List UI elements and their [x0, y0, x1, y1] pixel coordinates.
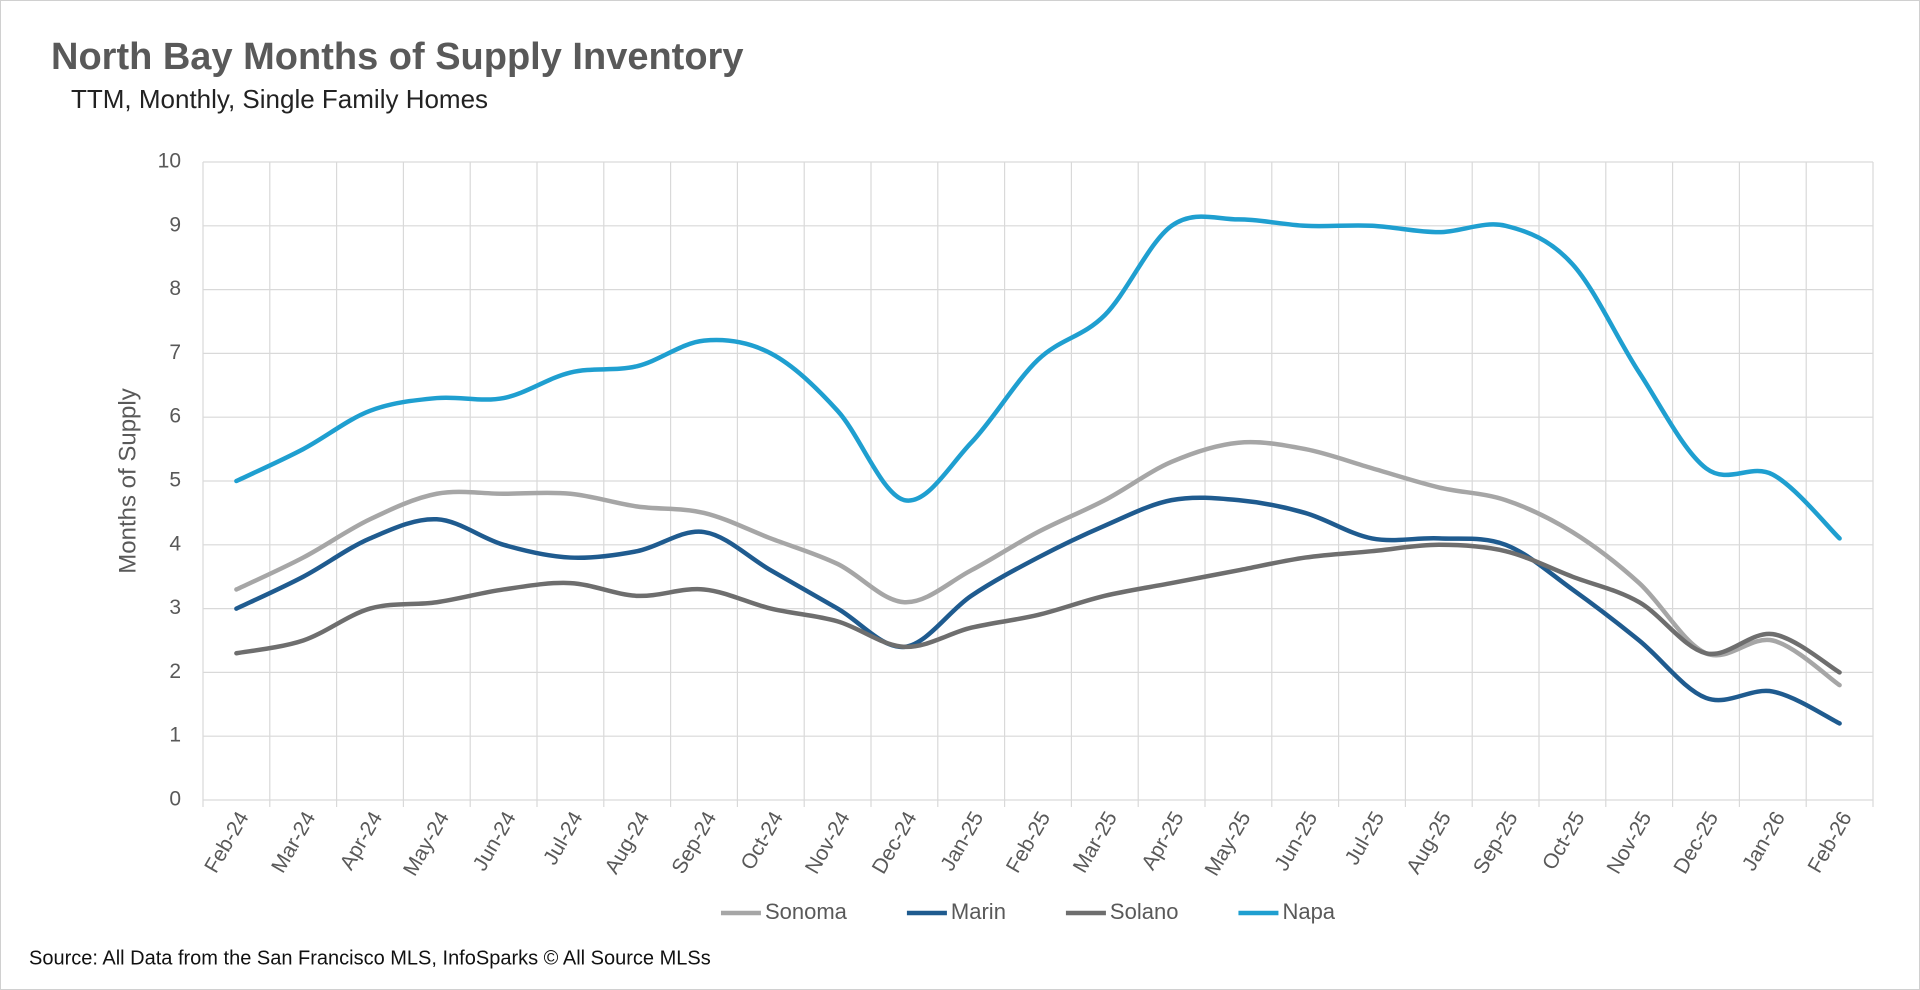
y-tick-label: 5	[169, 469, 181, 492]
y-axis-title: Months of Supply	[114, 388, 141, 573]
legend-label: Napa	[1282, 899, 1335, 924]
y-tick-label: 9	[169, 213, 181, 236]
y-tick-label: 6	[169, 405, 181, 428]
y-tick-label: 3	[169, 596, 181, 619]
chart-title: North Bay Months of Supply Inventory	[51, 36, 743, 78]
y-tick-label: 1	[169, 724, 181, 747]
series-line	[234, 439, 1842, 688]
y-tick-label: 0	[169, 788, 181, 811]
y-tick-label: 7	[169, 341, 181, 364]
series-line	[234, 214, 1842, 541]
legend-label: Marin	[951, 899, 1006, 924]
y-tick-label: 10	[158, 150, 181, 173]
series-line	[234, 542, 1842, 675]
chart-subtitle: TTM, Monthly, Single Family Homes	[71, 84, 488, 114]
legend-label: Sonoma	[765, 899, 848, 924]
y-tick-label: 2	[169, 660, 181, 683]
source-note: Source: All Data from the San Francisco …	[29, 947, 711, 969]
legend: Sonoma Marin Solano Napa	[720, 899, 1336, 924]
y-tick-label: 4	[169, 532, 181, 555]
series-line	[234, 495, 1842, 726]
legend-label: Solano	[1110, 899, 1179, 924]
y-tick-label: 8	[169, 277, 181, 300]
